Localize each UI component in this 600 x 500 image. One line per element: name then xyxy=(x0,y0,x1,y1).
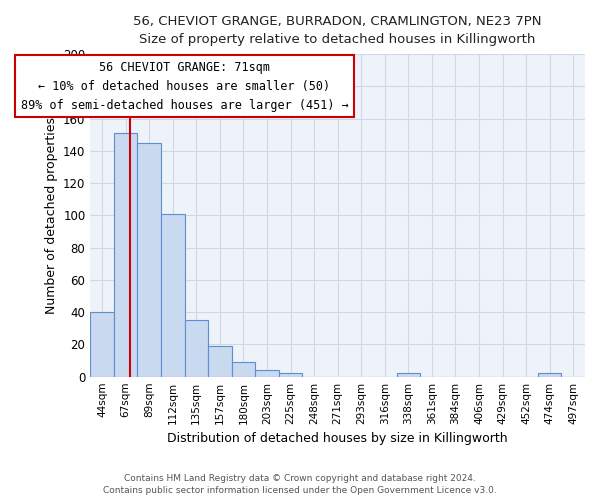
Bar xyxy=(185,320,208,376)
X-axis label: Distribution of detached houses by size in Killingworth: Distribution of detached houses by size … xyxy=(167,432,508,445)
Text: 56 CHEVIOT GRANGE: 71sqm
← 10% of detached houses are smaller (50)
89% of semi-d: 56 CHEVIOT GRANGE: 71sqm ← 10% of detach… xyxy=(20,60,349,112)
Bar xyxy=(137,143,161,376)
Bar xyxy=(232,362,255,376)
Text: Contains HM Land Registry data © Crown copyright and database right 2024.
Contai: Contains HM Land Registry data © Crown c… xyxy=(103,474,497,495)
Bar xyxy=(279,374,302,376)
Bar xyxy=(208,346,232,376)
Bar xyxy=(114,133,137,376)
Bar xyxy=(161,214,185,376)
Bar xyxy=(397,374,420,376)
Bar xyxy=(538,374,562,376)
Title: 56, CHEVIOT GRANGE, BURRADON, CRAMLINGTON, NE23 7PN
Size of property relative to: 56, CHEVIOT GRANGE, BURRADON, CRAMLINGTO… xyxy=(133,15,542,46)
Y-axis label: Number of detached properties: Number of detached properties xyxy=(44,117,58,314)
Bar xyxy=(255,370,279,376)
Bar xyxy=(91,312,114,376)
